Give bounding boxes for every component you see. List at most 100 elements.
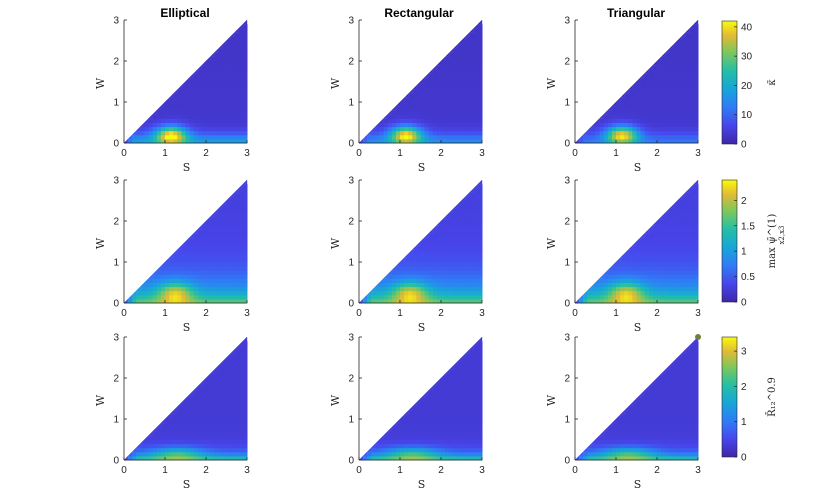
contour-cell [661,278,666,283]
contour-cell [185,130,191,136]
contour-cell [620,97,625,103]
contour-cell [669,110,674,115]
contour-cell [457,298,462,304]
contour-cell [189,406,195,412]
contour-cell [469,402,475,408]
contour-cell [140,451,145,457]
contour-cell [677,237,683,242]
contour-cell [222,134,227,140]
contour-cell [201,225,207,230]
contour-cell [661,414,666,420]
annotation-dot [695,334,701,340]
contour-cell [436,262,442,267]
contour-cell [226,204,232,210]
contour-cell [395,138,401,144]
contour-cell [636,81,642,87]
contour-cell [214,61,219,66]
contour-cell [677,270,683,275]
contour-cell [473,126,479,132]
contour-cell [689,435,695,440]
contour-cell [677,126,683,132]
contour-cell [242,341,248,346]
contour-cell [420,451,426,457]
contour-cell [619,253,625,259]
contour-cell [473,106,479,111]
contour-cell [661,257,666,263]
contour-cell [457,56,462,62]
contour-cell [657,435,662,440]
contour-cell [193,394,199,399]
contour-cell [669,435,674,440]
contour-cell [218,221,223,226]
contour-cell [197,394,203,399]
contour-cell [428,114,434,119]
contour-cell [677,40,683,46]
contour-cell [473,102,479,107]
contour-cell [685,423,691,428]
contour-cell [371,447,376,453]
contour-cell [457,69,462,74]
colorbar-label-sub: x2,x3 [778,225,786,244]
contour-cell [214,270,219,275]
contour-cell [624,134,629,140]
contour-cell [152,118,158,123]
contour-cell [465,294,471,300]
contour-cell [424,451,430,457]
contour-cell [424,435,430,440]
contour-cell [665,56,670,62]
contour-cell [665,282,670,288]
contour-cell [185,406,191,412]
contour-cell [412,130,417,136]
contour-cell [173,419,178,424]
contour-cell [391,294,397,300]
contour-cell [624,118,629,123]
contour-cell [379,286,385,292]
contour-cell [457,262,462,267]
contour-cell [652,233,658,238]
contour-cell [387,451,393,457]
contour-cell [441,249,446,255]
contour-cell [173,106,178,111]
contour-cell [408,278,413,283]
contour-cell [640,414,646,420]
contour-cell [624,451,629,457]
contour-cell [652,451,658,457]
contour-cell [457,85,462,91]
contour-cell [424,110,430,115]
contour-cell [222,451,227,457]
contour-cell [624,282,629,288]
contour-cell [616,278,621,283]
contour-cell [424,81,430,87]
contour-cell [469,122,475,128]
contour-cell [173,439,178,445]
contour-cell [234,44,240,50]
contour-cell [201,414,207,420]
contour-cell [465,48,471,54]
contour-cell [636,286,642,292]
contour-cell [201,270,207,275]
contour-cell [379,138,385,144]
contour-cell [469,349,475,354]
contour-cell [477,61,483,66]
contour-cell [669,414,674,420]
contour-cell [214,443,219,449]
contour-cell [165,447,170,453]
contour-cell [441,130,446,136]
contour-cell [230,102,236,107]
contour-cell [465,191,470,197]
contour-cell [685,373,691,379]
contour-cell [582,290,588,295]
contour-cell [218,270,223,275]
contour-cell [238,386,244,391]
contour-cell [477,274,483,279]
contour-cell [632,443,637,449]
contour-cell [222,122,227,128]
contour-cell [469,290,475,296]
contour-cell [395,443,401,449]
contour-cell [234,118,240,123]
contour-cell [628,282,633,288]
contour-cell [206,439,211,445]
contour-cell [681,249,687,255]
contour-cell [661,431,666,436]
y-tick-label: 1 [113,415,119,426]
